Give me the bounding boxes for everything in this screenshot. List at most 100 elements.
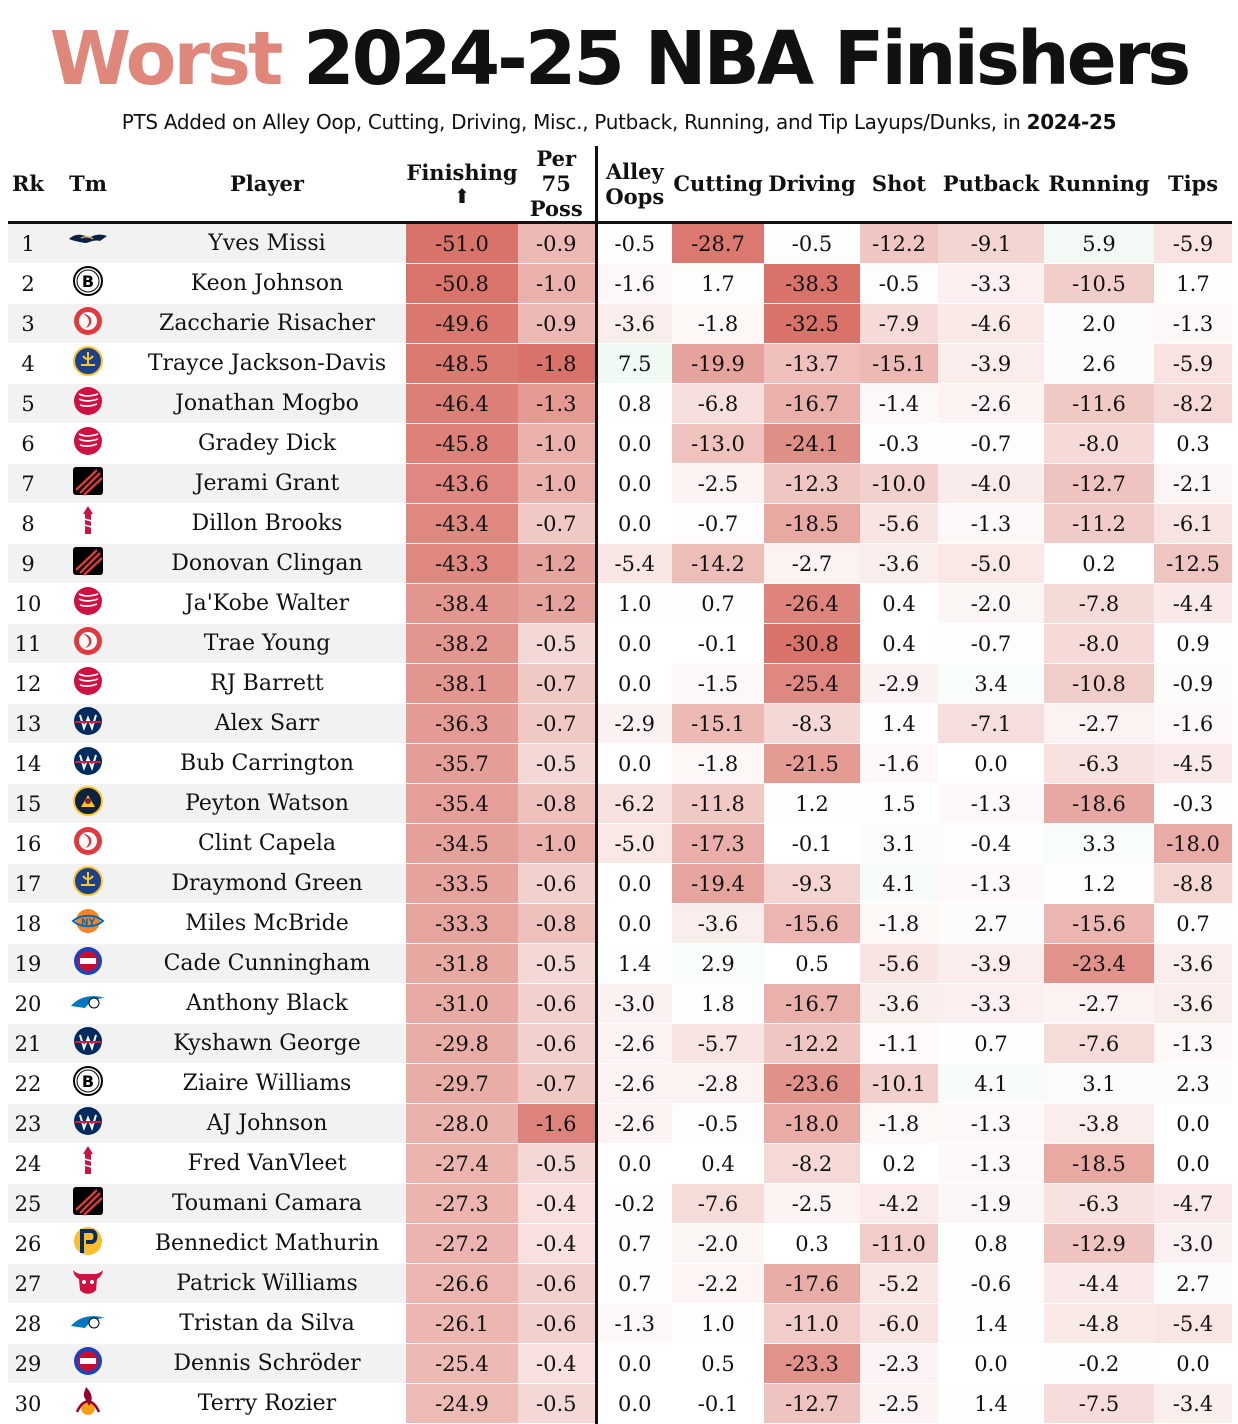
cell-drv: -12.2 [764, 1023, 860, 1064]
cell-p75: -1.0 [518, 463, 598, 504]
cell-fin: -34.5 [406, 823, 518, 864]
cell-run: -11.6 [1044, 383, 1154, 424]
cell-drv: -23.3 [764, 1343, 860, 1384]
cell-oop: -0.5 [596, 222, 672, 264]
team-logo-cell [48, 783, 128, 824]
cell-drv: 1.2 [764, 783, 860, 824]
cell-tips: -4.7 [1154, 1183, 1232, 1224]
cell-run: -7.8 [1044, 583, 1154, 624]
cell-put: -0.7 [938, 623, 1044, 664]
rank-cell: 25 [8, 1183, 48, 1224]
cell-cut: 2.9 [672, 943, 764, 984]
cell-fin: -38.2 [406, 623, 518, 664]
rank-cell: 20 [8, 983, 48, 1024]
cell-shot: 0.4 [860, 623, 938, 664]
cell-run: 0.2 [1044, 543, 1154, 584]
cell-cut: 1.7 [672, 263, 764, 304]
team-logo-cell [48, 623, 128, 664]
cell-fin: -49.6 [406, 303, 518, 344]
col-running-label: Running [1048, 171, 1150, 196]
cell-oop: -1.6 [596, 263, 672, 304]
team-logo-cell [48, 1103, 128, 1144]
cell-p75: -1.2 [518, 583, 598, 624]
cell-tips: -5.4 [1154, 1303, 1232, 1344]
cell-p75: -0.5 [518, 623, 598, 664]
cell-fin: -38.4 [406, 583, 518, 624]
cell-oop: 0.0 [596, 863, 672, 904]
cell-run: 2.6 [1044, 343, 1154, 384]
team-logo-cell [48, 1143, 128, 1184]
rank-cell: 10 [8, 583, 48, 624]
svg-text:NY: NY [81, 918, 96, 928]
rockets-logo-icon [67, 1144, 109, 1183]
rank-cell: 12 [8, 663, 48, 704]
knicks-logo-icon: NY [67, 904, 109, 943]
team-logo-cell [48, 983, 128, 1024]
pacers-logo-icon [67, 1224, 109, 1263]
cell-put: 0.8 [938, 1223, 1044, 1264]
player-name: Kyshawn George [128, 1023, 406, 1064]
heat-logo-icon [67, 1384, 109, 1423]
chart-title: Worst 2024-25 NBA Finishers [0, 14, 1238, 104]
cell-shot: -3.6 [860, 983, 938, 1024]
cell-fin: -43.6 [406, 463, 518, 504]
rank-cell: 6 [8, 423, 48, 464]
player-name: Jerami Grant [128, 463, 406, 504]
cell-fin: -29.8 [406, 1023, 518, 1064]
cell-oop: -2.6 [596, 1103, 672, 1144]
cell-fin: -27.2 [406, 1223, 518, 1264]
rank-cell: 1 [8, 222, 48, 264]
rank-cell: 2 [8, 263, 48, 304]
cell-cut: -1.8 [672, 743, 764, 784]
table-row: 7 Jerami Grant -43.6 -1.0 0.0 -2.5 -12.3 -10.0-… [8, 463, 1232, 504]
cell-oop: -1.3 [596, 1303, 672, 1344]
cell-put: -2.0 [938, 583, 1044, 624]
chart-subtitle: PTS Added on Alley Oop, Cutting, Driving… [0, 106, 1238, 138]
header-row: Rk Tm Player Finishing ⬆ Per 75 Poss Alle… [8, 146, 1232, 224]
col-header-finishing[interactable]: Finishing ⬆ [406, 146, 518, 224]
cell-drv: -17.6 [764, 1263, 860, 1304]
finishers-table: Rk Tm Player Finishing ⬆ Per 75 Poss Alle… [8, 146, 1232, 1424]
cell-run: -10.5 [1044, 263, 1154, 304]
wizards-logo-icon [67, 704, 109, 743]
player-name: Dillon Brooks [128, 503, 406, 544]
table-body: 1 Yves Missi -51.0 -0.9 -0.5 -28.7 -0.5 -12.2 -9… [8, 222, 1232, 1424]
cell-oop: 0.0 [596, 743, 672, 784]
cell-drv: -26.4 [764, 583, 860, 624]
col-driving-label: Driving [768, 171, 856, 196]
cell-oop: -2.6 [596, 1023, 672, 1064]
cell-cut: -5.7 [672, 1023, 764, 1064]
cell-oop: 0.8 [596, 383, 672, 424]
blazers-logo-icon [67, 1184, 109, 1223]
cell-shot: -5.6 [860, 503, 938, 544]
table-row: 4 Trayce Jackson-Davis -48.5 -1.8 7.5 -19.9 -1… [8, 343, 1232, 384]
cell-put: -9.1 [938, 222, 1044, 264]
rank-cell: 30 [8, 1383, 48, 1424]
player-name: Patrick Williams [128, 1263, 406, 1304]
col-alley-oops-label: Alley Oops [605, 158, 665, 209]
table-row: 27 Patrick Williams -26.6 -0.6 0.7 -2.2 -17.6-… [8, 1263, 1232, 1304]
svg-text:B: B [82, 272, 94, 291]
cell-oop: -6.2 [596, 783, 672, 824]
rank-cell: 14 [8, 743, 48, 784]
player-name: Bub Carrington [128, 743, 406, 784]
team-logo-cell [48, 222, 128, 264]
cell-tips: -0.3 [1154, 783, 1232, 824]
nuggets-logo-icon [67, 784, 109, 823]
cell-put: -4.0 [938, 463, 1044, 504]
cell-tips: -4.5 [1154, 743, 1232, 784]
rank-cell: 11 [8, 623, 48, 664]
table-row: 9 Donovan Clingan -43.3 -1.2 -5.4 -14.2 -2.7 -3… [8, 543, 1232, 584]
bulls-logo-icon [67, 1264, 109, 1303]
cell-cut: -0.7 [672, 503, 764, 544]
player-name: Toumani Camara [128, 1183, 406, 1224]
table-row: 26 Bennedict Mathurin -27.2 -0.4 0.7 -2.0 0.3-… [8, 1223, 1232, 1264]
cell-run: -0.2 [1044, 1343, 1154, 1384]
cell-drv: -16.7 [764, 383, 860, 424]
cell-drv: -12.7 [764, 1383, 860, 1424]
cell-drv: -32.5 [764, 303, 860, 344]
col-header-tm: Tm [48, 146, 128, 224]
cell-oop: 0.0 [596, 423, 672, 464]
cell-run: -8.0 [1044, 623, 1154, 664]
team-logo-cell: B [48, 1063, 128, 1104]
